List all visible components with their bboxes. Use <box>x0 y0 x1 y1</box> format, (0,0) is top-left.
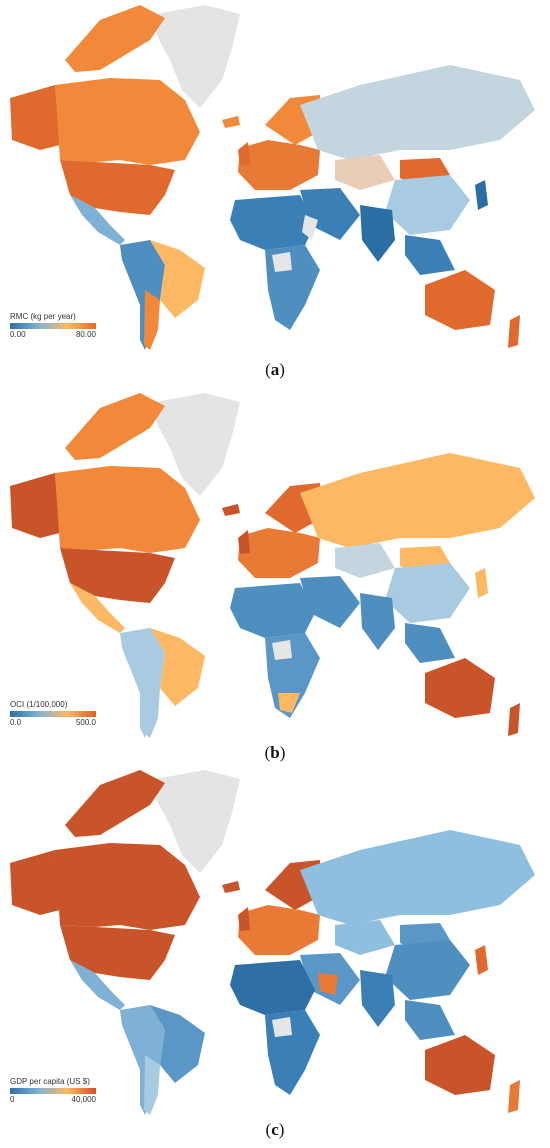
usa <box>60 548 175 603</box>
legend-min: 0.0 <box>10 718 22 727</box>
australia <box>425 1035 495 1095</box>
alaska <box>10 850 60 915</box>
new-zealand <box>508 703 520 736</box>
legend-max: 40,000 <box>71 1095 96 1104</box>
europe <box>238 528 320 578</box>
middle-east <box>300 576 360 628</box>
uk <box>238 530 250 554</box>
africa-north <box>230 195 315 250</box>
india <box>360 970 395 1027</box>
argentina <box>144 1055 160 1115</box>
southeast-asia <box>405 235 455 275</box>
legend-min: 0.00 <box>10 330 26 339</box>
canada-islands <box>65 5 165 72</box>
south-africa <box>278 693 300 713</box>
legend-title: GDP per capita (US $) <box>10 1077 90 1086</box>
brazil <box>150 628 205 706</box>
map-panel-a: RMC (kg per year) 0.00 80.00 (a) <box>0 0 550 385</box>
mexico <box>70 960 125 1010</box>
africa-central-gap <box>272 1017 292 1037</box>
greenland <box>150 770 240 873</box>
legend-c: GDP per capita (US $) 0 40,000 <box>10 1077 96 1104</box>
usa <box>60 160 175 215</box>
japan <box>475 180 488 210</box>
kazakhstan <box>335 920 395 955</box>
australia <box>425 658 495 718</box>
uk <box>238 907 250 931</box>
iceland <box>222 116 240 128</box>
brazil <box>150 240 205 318</box>
world-map-b <box>10 393 535 738</box>
russia <box>300 830 535 925</box>
mexico <box>70 583 125 633</box>
panel-caption-b: (b) <box>264 743 286 762</box>
greenland <box>150 393 240 496</box>
arabia <box>318 973 338 995</box>
legend-min: 0 <box>10 1095 15 1104</box>
africa-north <box>230 583 315 638</box>
legend-max: 80.00 <box>75 330 96 339</box>
usa <box>60 925 175 980</box>
india <box>360 205 395 262</box>
legend-gradient <box>10 323 96 329</box>
mexico <box>70 195 125 245</box>
canada <box>55 466 200 553</box>
greenland <box>150 5 240 108</box>
canada-islands <box>65 770 165 837</box>
europe <box>238 905 320 955</box>
southeast-asia <box>405 1000 455 1040</box>
legend-gradient <box>10 1088 96 1094</box>
iceland <box>222 881 240 893</box>
russia <box>300 65 535 160</box>
south-america-west <box>120 240 165 350</box>
legend-gradient <box>10 711 96 717</box>
australia <box>425 270 495 330</box>
world-map-a <box>10 5 535 350</box>
alaska <box>10 473 60 538</box>
africa-north <box>230 960 315 1015</box>
china <box>385 940 470 1000</box>
panel-caption-a: (a) <box>265 360 285 379</box>
canada <box>55 78 200 165</box>
horn-gap <box>302 215 318 240</box>
south-america-west <box>120 1005 165 1115</box>
south-america-west <box>120 628 165 738</box>
russia <box>300 453 535 548</box>
legend-title: RMC (kg per year) <box>10 312 76 321</box>
canada <box>55 843 200 930</box>
legend-max: 500.0 <box>75 718 96 727</box>
panel-caption-c: (c) <box>265 1120 285 1139</box>
southeast-asia <box>405 623 455 663</box>
uk <box>238 142 250 166</box>
new-zealand <box>508 1080 520 1113</box>
alaska <box>10 85 60 150</box>
iceland <box>222 504 240 516</box>
canada-islands <box>65 393 165 460</box>
legend-a: RMC (kg per year) 0.00 80.00 <box>10 312 96 339</box>
china <box>385 175 470 235</box>
new-zealand <box>508 315 520 348</box>
argentina <box>144 678 160 738</box>
china <box>385 563 470 623</box>
africa-central-gap <box>272 640 292 660</box>
brazil <box>150 1005 205 1083</box>
argentina <box>144 290 160 350</box>
europe <box>238 140 320 190</box>
japan <box>475 568 488 598</box>
kazakhstan <box>335 543 395 578</box>
africa-central-gap <box>272 252 292 272</box>
india <box>360 593 395 650</box>
kazakhstan <box>335 155 395 190</box>
legend-title: OCI (1/100,000) <box>10 700 68 709</box>
japan <box>475 945 488 975</box>
map-panel-c: GDP per capita (US $) 0 40,000 (c) <box>0 765 550 1148</box>
map-panel-b: OCI (1/100,000) 0.0 500.0 (b) <box>0 388 550 773</box>
world-map-c <box>10 770 535 1115</box>
legend-b: OCI (1/100,000) 0.0 500.0 <box>10 700 96 727</box>
